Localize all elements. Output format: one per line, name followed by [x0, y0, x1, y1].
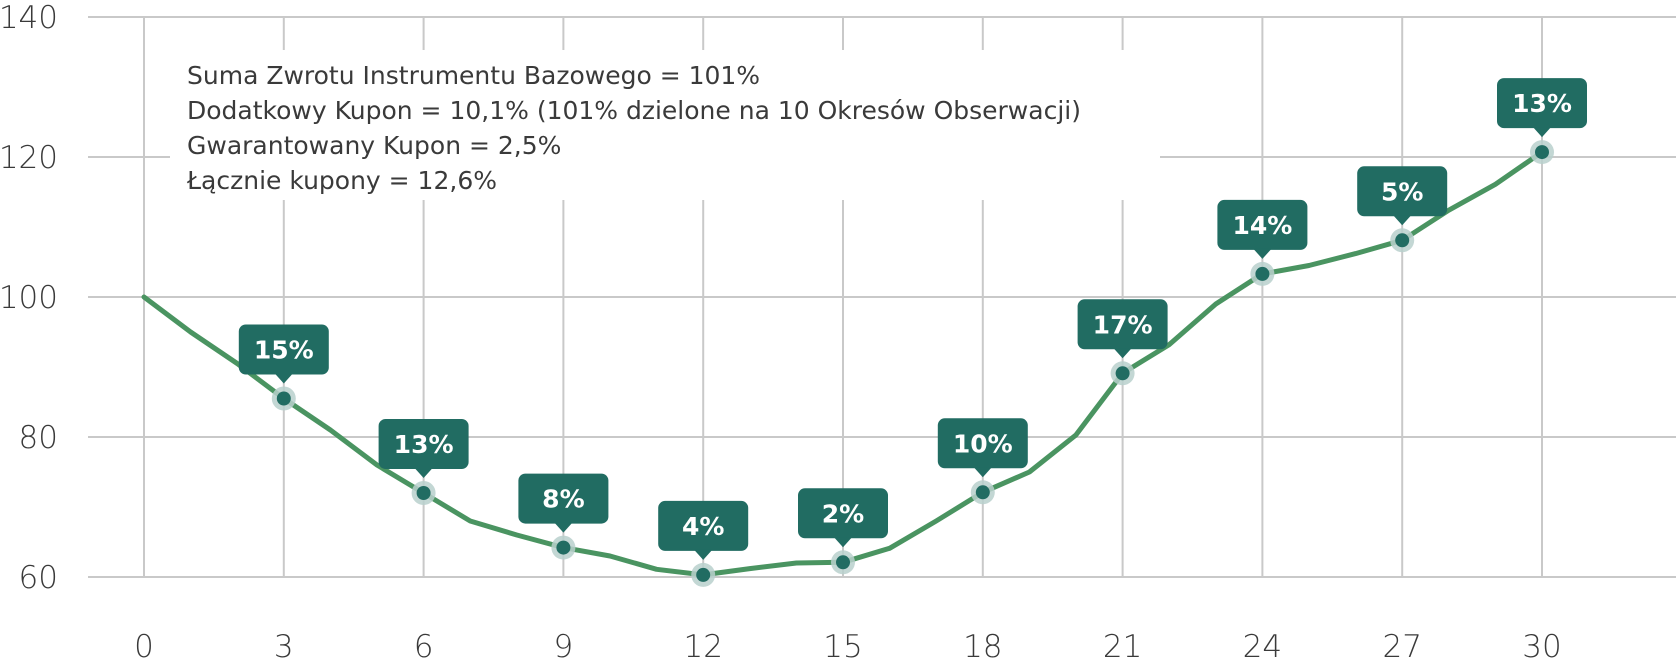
- observation-marker-24: [1255, 266, 1270, 281]
- observation-label-pointer: [834, 537, 852, 548]
- x-tick-label-21: 21: [1103, 629, 1142, 659]
- x-tick-label-9: 9: [554, 629, 574, 659]
- observation-label-box: [1497, 78, 1587, 129]
- observation-label-pointer: [1253, 248, 1272, 259]
- y-tick-label-140: 140: [0, 0, 58, 36]
- observation-label-pointer: [554, 522, 573, 533]
- observation-marker-18: [975, 485, 990, 500]
- observation-label-box: [518, 473, 609, 524]
- observation-label-box: [658, 500, 749, 551]
- annotation-line-4: Łącznie kupony = 12,6%: [186, 166, 497, 195]
- annotation-line-2: Dodatkowy Kupon = 10,1% (101% dzielone n…: [187, 96, 1081, 125]
- observation-label-text: 13%: [394, 430, 454, 459]
- x-tick-label-15: 15: [823, 629, 862, 659]
- x-tick-label-27: 27: [1382, 629, 1421, 659]
- observation-label-pointer: [1393, 215, 1412, 226]
- observation-label-24: 14%: [1217, 199, 1308, 259]
- observation-labels: 15% 13% 8% 4% 2% 10% 17% 14% 5% 13%: [238, 78, 1587, 560]
- y-tick-label-80: 80: [19, 420, 58, 456]
- annotation-line-3: Gwarantowany Kupon = 2,5%: [187, 131, 561, 160]
- observation-label-text: 14%: [1232, 211, 1292, 240]
- annotation-line-1: Suma Zwrotu Instrumentu Bazowego = 101%: [187, 61, 760, 90]
- observation-label-box: [1217, 199, 1308, 250]
- observation-label-box: [798, 488, 888, 539]
- observation-label-text: 4%: [682, 512, 724, 541]
- observation-label-box: [1077, 299, 1168, 350]
- observation-label-pointer: [694, 549, 713, 560]
- observation-label-text: 5%: [1381, 177, 1423, 206]
- observation-label-text: 2%: [822, 499, 864, 528]
- observation-marker-6: [416, 486, 431, 500]
- x-tick-label-12: 12: [683, 629, 722, 659]
- observation-label-pointer: [1533, 127, 1551, 138]
- observation-label-12: 4%: [658, 500, 749, 560]
- observation-label-box: [238, 324, 329, 375]
- y-tick-label-120: 120: [0, 140, 58, 176]
- observation-label-text: 17%: [1093, 310, 1153, 339]
- observation-marker-12: [696, 567, 711, 582]
- observation-label-text: 10%: [953, 429, 1013, 458]
- observation-label-6: 13%: [378, 419, 469, 478]
- observation-label-text: 8%: [542, 485, 584, 514]
- observation-markers: [271, 140, 1554, 587]
- x-tick-label-3: 3: [274, 629, 294, 659]
- x-tick-label-24: 24: [1243, 629, 1282, 659]
- observation-label-text: 13%: [1512, 89, 1572, 118]
- x-tick-label-30: 30: [1522, 629, 1561, 659]
- x-axis-ticks: 0 3 6 9 12 15 18 21 24 27 30: [134, 629, 1562, 659]
- observation-label-30: 13%: [1497, 78, 1587, 138]
- observation-marker-27: [1395, 233, 1410, 248]
- observation-label-pointer: [1113, 348, 1132, 359]
- observation-marker-21: [1115, 366, 1130, 381]
- observation-label-pointer: [414, 468, 433, 478]
- observation-marker-15: [836, 555, 850, 570]
- y-tick-label-100: 100: [0, 280, 58, 316]
- observation-label-3: 15%: [238, 324, 329, 384]
- annotation-text-block: Suma Zwrotu Instrumentu Bazowego = 101% …: [186, 61, 1081, 195]
- observation-marker-3: [276, 391, 291, 406]
- observation-label-21: 17%: [1077, 299, 1168, 359]
- observation-label-pointer: [274, 373, 293, 384]
- observation-label-15: 2%: [798, 488, 888, 548]
- observation-label-27: 5%: [1357, 166, 1448, 226]
- y-axis-ticks: 60 80 100 120 140: [0, 0, 58, 596]
- observation-label-box: [937, 418, 1028, 469]
- x-tick-label-18: 18: [963, 629, 1002, 659]
- observation-label-pointer: [973, 467, 992, 478]
- observation-label-box: [1357, 166, 1448, 217]
- y-tick-label-60: 60: [19, 560, 58, 596]
- observation-label-box: [378, 419, 469, 469]
- observation-marker-9: [556, 540, 571, 555]
- observation-label-18: 10%: [937, 418, 1028, 478]
- observation-label-9: 8%: [518, 473, 609, 533]
- x-tick-label-0: 0: [134, 629, 154, 659]
- x-tick-label-6: 6: [414, 629, 434, 659]
- annotation-box-background: [170, 50, 1160, 200]
- observation-label-text: 15%: [254, 336, 314, 365]
- observation-marker-30: [1535, 145, 1549, 160]
